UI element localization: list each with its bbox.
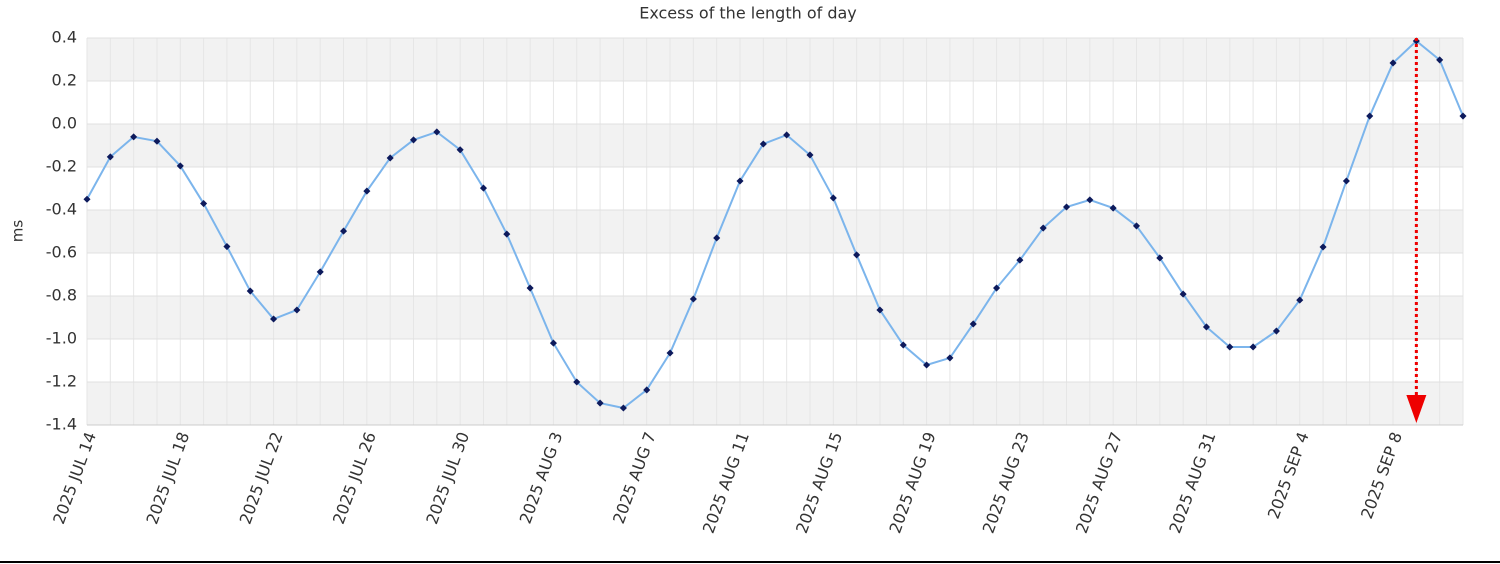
marker <box>153 137 161 145</box>
marker <box>549 339 557 347</box>
marker <box>573 378 581 386</box>
y-tick-label: -1.0 <box>46 329 77 348</box>
y-tick-label: -0.8 <box>46 286 77 305</box>
marker <box>293 306 301 314</box>
grid-band <box>87 296 1463 339</box>
marker <box>526 284 534 292</box>
grid-band <box>87 124 1463 167</box>
marker <box>246 287 254 295</box>
marker <box>806 151 814 159</box>
annotation-arrowhead <box>1406 395 1427 423</box>
marker <box>409 136 418 144</box>
y-tick-label: -0.6 <box>46 243 77 262</box>
marker <box>713 234 721 242</box>
marker <box>736 177 744 185</box>
marker <box>503 230 511 238</box>
bands <box>87 38 1463 425</box>
grid-band <box>87 382 1463 425</box>
marker <box>386 154 394 162</box>
marker <box>783 131 791 139</box>
marker <box>479 184 488 192</box>
marker <box>270 315 278 323</box>
marker <box>876 306 884 314</box>
marker <box>316 268 324 276</box>
marker <box>596 399 604 407</box>
marker <box>969 320 977 328</box>
marker <box>946 354 954 362</box>
marker <box>200 200 208 208</box>
marker <box>176 162 184 170</box>
marker <box>106 153 114 161</box>
marker <box>643 386 651 394</box>
marker <box>829 194 837 202</box>
y-axis-label: ms <box>9 220 27 243</box>
marker <box>853 251 861 259</box>
line <box>86 39 1464 410</box>
y-tick-label: 0.0 <box>52 114 77 133</box>
y-tick-label: 0.4 <box>52 28 77 47</box>
chart-title: Excess of the length of day <box>639 4 857 23</box>
marker <box>130 133 138 141</box>
marker <box>619 404 627 412</box>
grid-band <box>87 38 1463 81</box>
marker <box>759 140 767 148</box>
marker <box>223 243 231 251</box>
marker <box>433 128 441 136</box>
marker <box>363 187 371 195</box>
marker <box>1016 256 1024 264</box>
marker <box>456 146 464 154</box>
y-tick-label: -0.4 <box>46 200 77 219</box>
y-tick-label: -1.2 <box>46 372 77 391</box>
marker <box>340 227 348 235</box>
marker <box>689 295 697 303</box>
grid-band <box>87 210 1463 253</box>
marker <box>666 349 674 357</box>
y-tick-label: -1.4 <box>46 415 77 434</box>
marker <box>83 195 91 203</box>
marker <box>923 361 931 369</box>
marker <box>993 284 1001 292</box>
y-tick-label: 0.2 <box>52 71 77 90</box>
marker <box>899 341 907 349</box>
y-tick-label: -0.2 <box>46 157 77 176</box>
